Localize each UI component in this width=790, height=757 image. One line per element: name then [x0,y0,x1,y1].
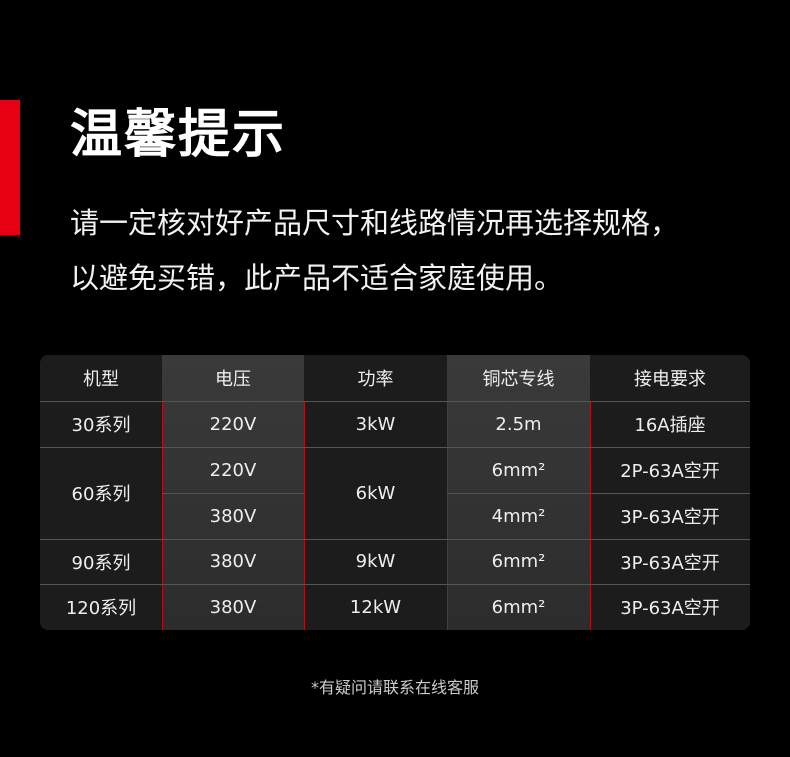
divider [447,493,750,494]
divider [447,401,448,630]
cell-power: 9kW [355,551,396,572]
cell-requirement: 2P-63A空开 [620,461,720,482]
divider [304,401,305,630]
cell-requirement: 3P-63A空开 [620,552,720,574]
header-requirement: 接电要求 [634,369,706,390]
cell-voltage: 380V [209,596,257,618]
divider [40,401,750,402]
divider [40,447,750,448]
cell-power: 3kW [355,413,396,435]
cell-power: 6kW [355,482,396,504]
cell-voltage: 380V [209,551,257,572]
header-power: 功率 [357,369,394,390]
description-line: 请一定核对好产品尺寸和线路情况再选择规格， [70,206,680,240]
cell-wire: 4mm² [491,505,546,527]
cell-model: 90系列 [71,552,131,574]
cell-voltage: 220V [209,413,257,435]
cell-voltage: 380V [209,505,257,527]
cell-wire: 6mm² [491,596,546,618]
cell-requirement: 16A插座 [634,415,706,436]
cell-model: 60系列 [71,484,131,505]
header-voltage: 电压 [215,369,251,390]
cell-requirement: 3P-63A空开 [620,598,720,619]
cell-requirement: 3P-63A空开 [620,507,720,528]
divider [40,539,750,540]
divider [162,493,304,494]
header-wire: 铜芯专线 [482,369,555,390]
cell-model: 120系列 [65,598,137,619]
description-line: 以避免买错，此产品不适合家庭使用。 [70,261,564,295]
cell-wire: 2.5m [495,413,542,435]
header-model: 机型 [83,369,119,390]
footnote: *有疑问请联系在线客服 [310,678,479,697]
spec-table: 机型 电压 功率 铜芯专线 接电要求 30系列 60系列 90系列 120系列 … [40,355,750,630]
cell-model: 30系列 [71,415,131,436]
cell-voltage: 220V [209,459,257,481]
cell-wire: 6mm² [491,459,546,481]
divider [162,401,163,630]
accent-bar [0,100,20,235]
divider [40,584,750,585]
cell-wire: 6mm² [491,551,546,572]
cell-power: 12kW [349,596,402,618]
page-title: 温馨提示 [70,105,287,165]
divider [590,401,591,630]
